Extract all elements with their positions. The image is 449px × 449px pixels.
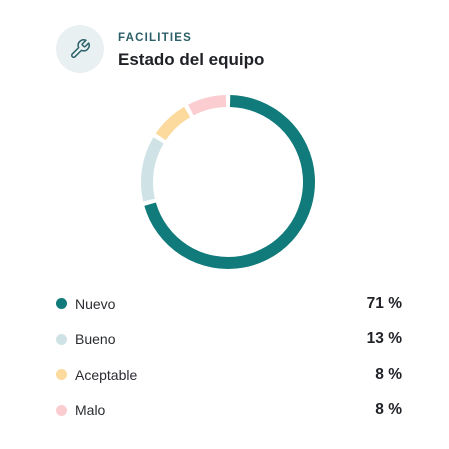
legend-label: Bueno	[75, 331, 116, 348]
chart-legend: Nuevo 71 % Bueno 13 % Aceptable 8 % Malo 8 %	[56, 286, 402, 428]
legend-value: 71 %	[366, 294, 402, 312]
card-header: FACILITIES Estado del equipo	[56, 25, 264, 73]
legend-label: Nuevo	[75, 295, 116, 312]
donut-slice-aceptable	[155, 106, 191, 141]
legend-label: Aceptable	[75, 366, 138, 383]
legend-item-malo: Malo 8 %	[56, 393, 402, 429]
legend-value: 8 %	[375, 365, 402, 383]
icon-badge	[56, 25, 104, 73]
donut-chart	[141, 95, 315, 269]
donut-slice-malo	[188, 95, 227, 116]
legend-value: 8 %	[375, 401, 402, 419]
legend-swatch	[56, 404, 67, 416]
legend-item-aceptable: Aceptable 8 %	[56, 357, 402, 393]
legend-item-bueno: Bueno 13 %	[56, 322, 402, 358]
section-kicker: FACILITIES	[118, 31, 192, 44]
donut-slice-bueno	[141, 137, 164, 202]
legend-swatch	[56, 369, 67, 381]
wrench-icon	[71, 39, 90, 58]
legend-value: 13 %	[366, 330, 402, 348]
legend-label: Malo	[75, 402, 106, 419]
legend-item-nuevo: Nuevo 71 %	[56, 286, 402, 322]
donut-slice-nuevo	[144, 95, 315, 269]
legend-swatch	[56, 333, 67, 345]
legend-swatch	[56, 298, 67, 310]
card-title: Estado del equipo	[118, 49, 265, 69]
header-titles: FACILITIES Estado del equipo	[118, 28, 264, 71]
